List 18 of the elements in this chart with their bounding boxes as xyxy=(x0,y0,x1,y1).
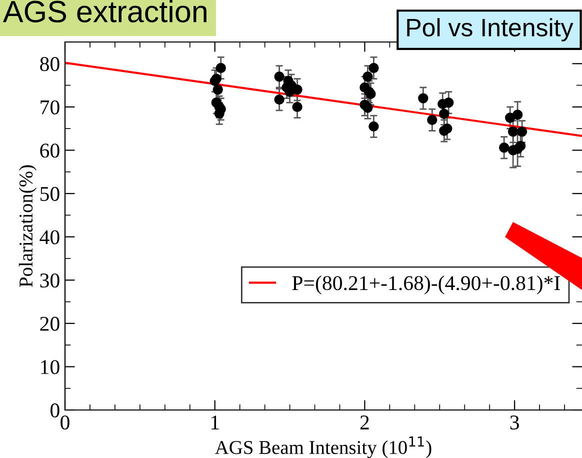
y-tick-label: 70 xyxy=(40,100,60,114)
x-tick-label: 3 xyxy=(510,416,519,430)
chart-title: AGS extraction xyxy=(2,0,206,22)
y-tick-label: 10 xyxy=(41,360,60,374)
y-tick-label: 80 xyxy=(40,57,60,72)
y-tick-label: 50 xyxy=(40,186,60,201)
y-tick-label: 30 xyxy=(40,273,60,288)
x-axis-title: AGS Beam Intensity (10$^{11}$) xyxy=(214,436,432,458)
y-tick-label: 20 xyxy=(40,316,60,331)
x-tick-label: 1 xyxy=(211,416,219,430)
y-tick-label: 0 xyxy=(50,403,60,418)
y-tick-label: 40 xyxy=(40,230,60,244)
chart-subtitle: Pol vs Intensity xyxy=(407,18,574,42)
y-tick-label: 60 xyxy=(40,144,60,158)
legend-label: P=(80.21+-1.68)-(4.90+-0.81)*I xyxy=(292,275,560,294)
y-axis-title: Polarization(%) xyxy=(18,165,37,287)
x-tick-label: 2 xyxy=(360,416,369,430)
x-tick-label: 0 xyxy=(60,415,70,430)
